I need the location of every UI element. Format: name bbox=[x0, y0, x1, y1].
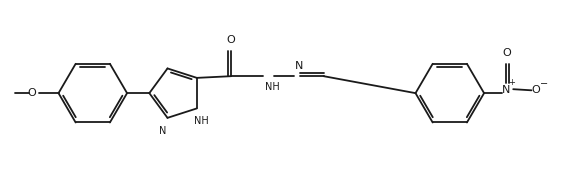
Text: NH: NH bbox=[265, 82, 280, 92]
Text: N: N bbox=[502, 85, 510, 95]
Text: O: O bbox=[503, 48, 511, 58]
Text: O: O bbox=[227, 35, 235, 45]
Text: N: N bbox=[295, 60, 304, 70]
Text: N: N bbox=[159, 126, 166, 136]
Text: −: − bbox=[540, 78, 548, 89]
Text: +: + bbox=[508, 78, 515, 87]
Text: NH: NH bbox=[194, 116, 209, 126]
Text: O: O bbox=[28, 88, 36, 98]
Text: O: O bbox=[532, 85, 541, 95]
